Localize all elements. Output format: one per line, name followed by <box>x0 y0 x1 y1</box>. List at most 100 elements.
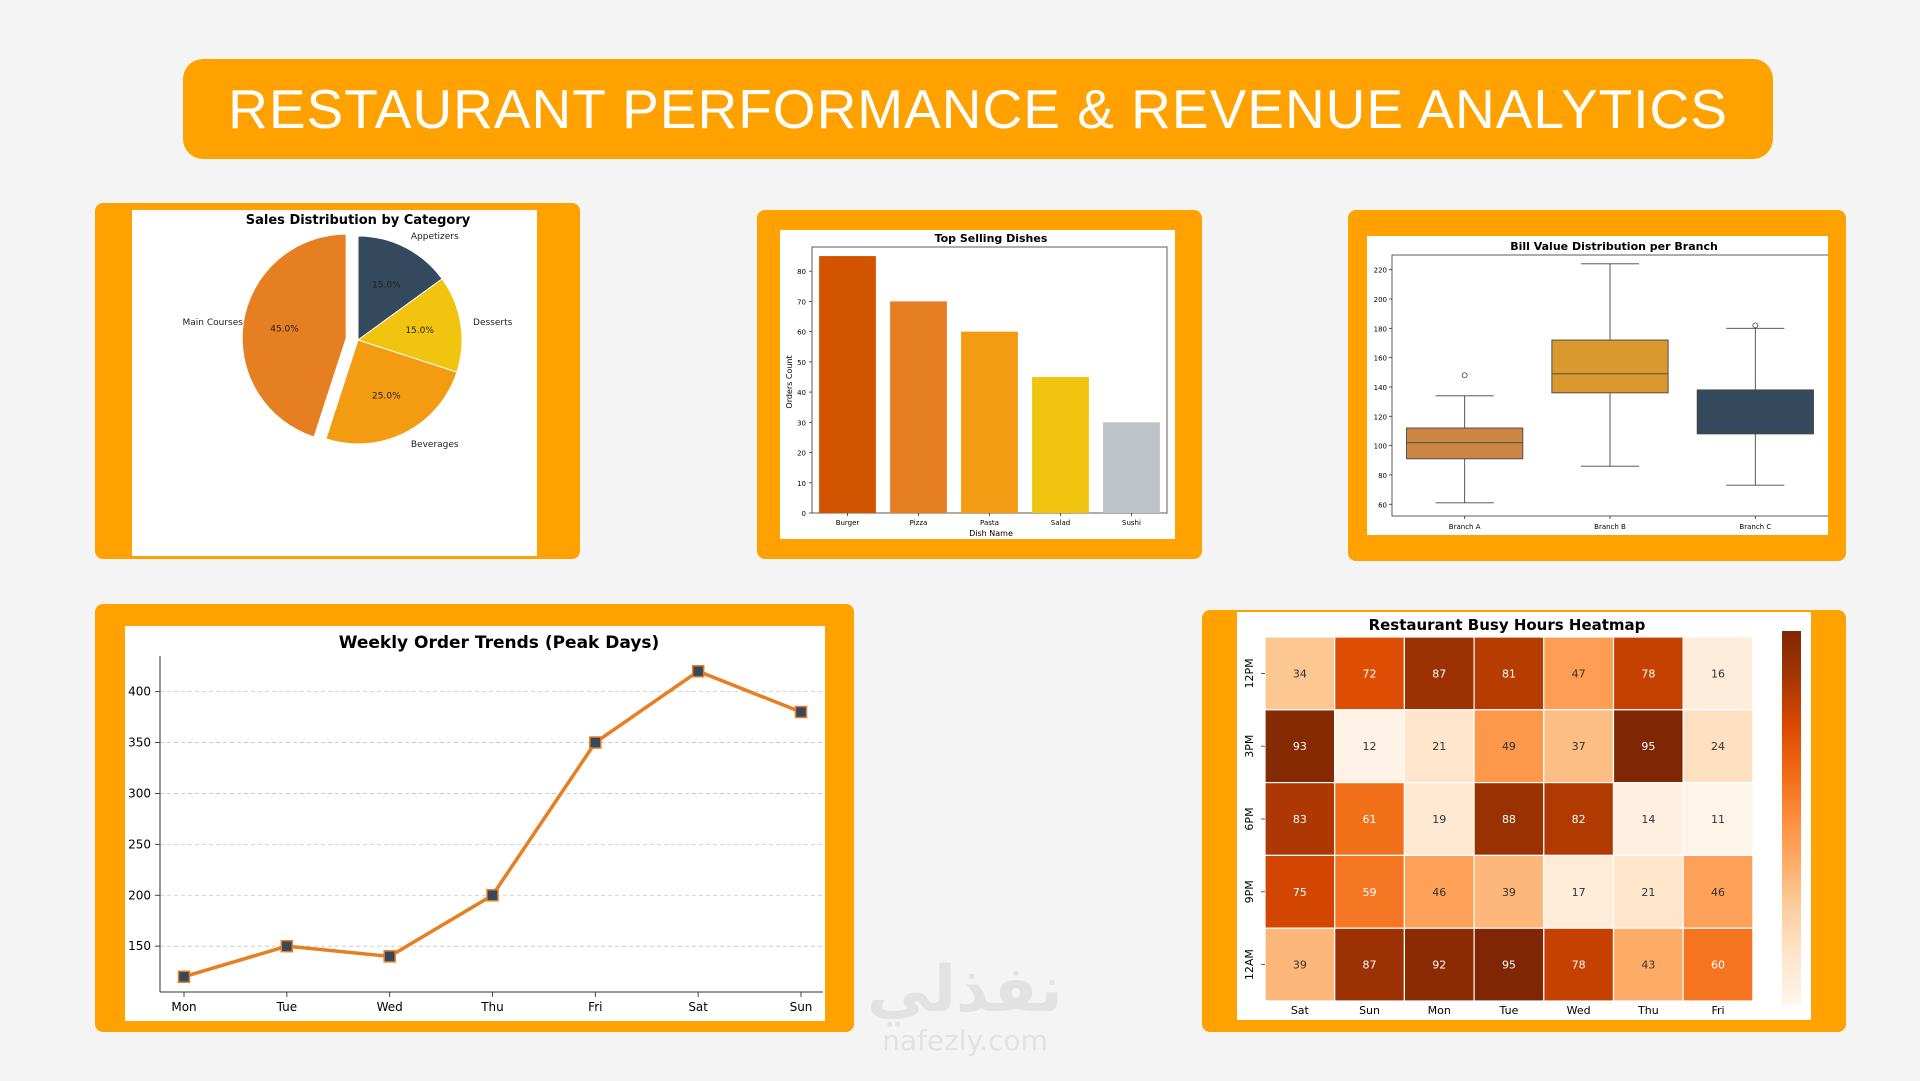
bar-y-tick-label: 70 <box>797 298 806 306</box>
box-branch-b <box>1551 339 1669 394</box>
heatmap-cell <box>1264 927 1336 1002</box>
heatmap-y-tick-label: 3PM <box>1243 735 1256 758</box>
heatmap-cell <box>1543 782 1615 857</box>
line-marker-tue <box>280 939 294 953</box>
heatmap-cell-value: 78 <box>1641 667 1655 680</box>
bar-chart: Top Selling Dishes Dish Name Orders Coun… <box>785 232 1168 538</box>
heatmap-cell <box>1543 709 1615 784</box>
line-marker-sun <box>794 705 808 719</box>
bar-sushi <box>1103 422 1160 513</box>
bar-chart-panel: Top Selling Dishes Dish Name Orders Coun… <box>780 230 1175 539</box>
heatmap-cell <box>1473 782 1545 857</box>
heatmap-cell-value: 34 <box>1293 667 1307 680</box>
heatmap-x-tick-label: Thu <box>1637 1004 1659 1017</box>
line-marker-mon <box>177 970 191 983</box>
heatmap-cell-value: 75 <box>1293 886 1307 899</box>
bar-burger <box>819 256 876 513</box>
bar-x-tick-label: Pasta <box>980 519 999 527</box>
dashboard-title: RESTAURANT PERFORMANCE & REVENUE ANALYTI… <box>228 78 1728 140</box>
heatmap-cell-value: 21 <box>1641 886 1655 899</box>
line-x-tick-label: Mon <box>171 1000 196 1014</box>
heatmap-cell-value: 60 <box>1711 959 1725 972</box>
heatmap-cell-value: 83 <box>1293 813 1307 826</box>
dashboard-title-banner: RESTAURANT PERFORMANCE & REVENUE ANALYTI… <box>183 59 1773 159</box>
heatmap-cell <box>1682 636 1754 711</box>
heatmap-cell <box>1334 854 1405 929</box>
heatmap-cell-value: 87 <box>1432 667 1446 680</box>
heatmap-cell-value: 88 <box>1502 813 1516 826</box>
line-y-tick-label: 400 <box>128 685 151 699</box>
box-y-tick-label: 160 <box>1374 355 1387 363</box>
bar-y-tick-label: 40 <box>797 389 806 397</box>
heatmap-cell-value: 82 <box>1572 813 1586 826</box>
line-y-tick-label: 250 <box>128 837 151 851</box>
pie-slice-desserts <box>356 278 463 373</box>
box-x-tick-label: Branch A <box>1449 523 1481 531</box>
bar-y-tick-label: 50 <box>797 359 806 367</box>
box-branch-c <box>1696 389 1814 435</box>
heatmap-cell-value: 24 <box>1711 740 1725 753</box>
line-x-tick-label: Sat <box>688 1000 708 1014</box>
line-chart-title: Weekly Order Trends (Peak Days) <box>339 633 660 653</box>
heatmap-cell <box>1612 927 1684 1002</box>
bar-pizza <box>890 301 947 513</box>
heatmap-cell-value: 92 <box>1432 959 1446 972</box>
pie-percent-label: 25.0% <box>372 392 401 402</box>
bar-chart-title: Top Selling Dishes <box>935 232 1048 245</box>
heatmap-y-tick-label: 6PM <box>1243 807 1256 830</box>
pie-chart: Sales Distribution by Category 15.0% Appe… <box>182 213 512 450</box>
box-y-tick-label: 100 <box>1374 443 1387 451</box>
bar-x-tick-label: Sushi <box>1122 519 1141 527</box>
line-marker-sat <box>691 665 705 678</box>
heatmap-x-tick-label: Tue <box>1499 1004 1519 1017</box>
heatmap-cell <box>1543 636 1615 711</box>
heatmap-cell-value: 43 <box>1641 959 1655 972</box>
pie-slice-main-courses <box>241 233 347 438</box>
heatmap-cell-value: 81 <box>1502 667 1516 680</box>
pie-chart-panel: Sales Distribution by Category 15.0% Appe… <box>132 210 537 556</box>
box-x-tick-label: Branch C <box>1739 523 1771 531</box>
heatmap-cell-value: 78 <box>1572 959 1586 972</box>
heatmap-cell-value: 46 <box>1711 886 1725 899</box>
pie-category-label: Beverages <box>411 440 459 450</box>
heatmap-cell-value: 87 <box>1363 959 1377 972</box>
heatmap-cell <box>1334 782 1405 857</box>
heatmap-cell-value: 61 <box>1363 813 1377 826</box>
box-y-tick-label: 140 <box>1374 384 1387 392</box>
line-y-tick-label: 300 <box>128 786 151 800</box>
line-x-tick-label: Fri <box>588 1000 602 1014</box>
heatmap-cell-value: 37 <box>1572 740 1586 753</box>
bar-x-tick-label: Pizza <box>910 519 928 527</box>
bar-chart-xlabel: Dish Name <box>969 529 1013 538</box>
heatmap-y-tick-label: 12PM <box>1243 658 1256 688</box>
heatmap-colorbar <box>1782 631 1801 1005</box>
heatmap-cell <box>1403 927 1475 1002</box>
heatmap-cell-value: 16 <box>1711 667 1725 680</box>
heatmap-title: Restaurant Busy Hours Heatmap <box>1369 616 1646 634</box>
pie-slice-appetizers <box>357 235 443 341</box>
heatmap-cell <box>1264 636 1336 711</box>
bar-y-tick-label: 30 <box>797 419 806 427</box>
watermark-arabic: نفذلي <box>867 953 1063 1027</box>
heatmap-cell-value: 19 <box>1432 813 1446 826</box>
line-y-tick-label: 350 <box>128 736 151 750</box>
bar-pasta <box>961 331 1018 513</box>
heatmap-cell <box>1612 709 1684 784</box>
box-y-tick-label: 200 <box>1374 296 1387 304</box>
heatmap-cell-value: 11 <box>1711 813 1725 826</box>
heatmap-cell <box>1264 709 1336 784</box>
line-chart: Weekly Order Trends (Peak Days) 150 200 25… <box>128 633 823 1014</box>
bar-y-tick-label: 10 <box>797 480 806 488</box>
heatmap-cell-value: 72 <box>1363 667 1377 680</box>
bar-y-tick-label: 80 <box>797 268 806 276</box>
box-chart: Bill Value Distribution per Branch 60 80 1… <box>1374 240 1831 531</box>
heatmap-cell-value: 14 <box>1641 813 1655 826</box>
heatmap-cell-value: 95 <box>1641 740 1655 753</box>
line-marker-fri <box>589 736 602 749</box>
bar-salad <box>1032 376 1089 513</box>
heatmap-y-tick-label: 12AM <box>1243 949 1256 980</box>
box-y-tick-label: 80 <box>1378 472 1387 480</box>
box-chart-title: Bill Value Distribution per Branch <box>1510 240 1718 253</box>
heatmap-cell-value: 47 <box>1572 667 1586 680</box>
heatmap-x-tick-label: Wed <box>1567 1004 1591 1017</box>
